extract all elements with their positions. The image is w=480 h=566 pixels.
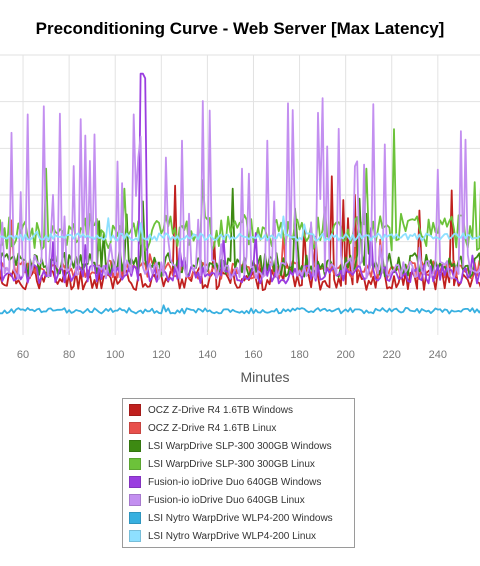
- x-tick-label: 140: [198, 349, 216, 361]
- series-line: [0, 97, 480, 280]
- legend-swatch: [129, 512, 141, 524]
- legend-label: OCZ Z-Drive R4 1.6TB Linux: [148, 422, 277, 434]
- legend-item: OCZ Z-Drive R4 1.6TB Linux: [123, 419, 354, 437]
- legend-swatch: [129, 440, 141, 452]
- legend-swatch: [129, 530, 141, 542]
- legend-item: Fusion-io ioDrive Duo 640GB Windows: [123, 473, 354, 491]
- x-tick-label: 220: [383, 349, 401, 361]
- legend-label: LSI Nytro WarpDrive WLP4-200 Windows: [148, 512, 333, 524]
- legend-item: OCZ Z-Drive R4 1.6TB Windows: [123, 401, 354, 419]
- x-axis-ticks: 60 80 100 120 140 160 180 200 220 240: [17, 349, 447, 361]
- legend-swatch: [129, 404, 141, 416]
- legend-label: LSI WarpDrive SLP-300 300GB Linux: [148, 458, 315, 470]
- x-tick-label: 200: [336, 349, 354, 361]
- x-tick-label: 240: [429, 349, 447, 361]
- series-line: [0, 304, 480, 315]
- chart-legend: OCZ Z-Drive R4 1.6TB Windows OCZ Z-Drive …: [122, 398, 355, 548]
- x-tick-label: 80: [63, 349, 75, 361]
- legend-item: LSI WarpDrive SLP-300 300GB Linux: [123, 455, 354, 473]
- legend-swatch: [129, 476, 141, 488]
- legend-item: LSI WarpDrive SLP-300 300GB Windows: [123, 437, 354, 455]
- legend-label: Fusion-io ioDrive Duo 640GB Linux: [148, 494, 305, 506]
- x-tick-label: 60: [17, 349, 29, 361]
- legend-label: Fusion-io ioDrive Duo 640GB Windows: [148, 476, 322, 488]
- x-tick-label: 100: [106, 349, 124, 361]
- legend-swatch: [129, 422, 141, 434]
- x-tick-label: 120: [152, 349, 170, 361]
- x-axis-label: Minutes: [240, 369, 290, 385]
- legend-item: LSI Nytro WarpDrive WLP4-200 Windows: [123, 509, 354, 527]
- legend-swatch: [129, 494, 141, 506]
- legend-label: OCZ Z-Drive R4 1.6TB Windows: [148, 404, 294, 416]
- legend-item: Fusion-io ioDrive Duo 640GB Linux: [123, 491, 354, 509]
- series-line: [0, 215, 480, 242]
- legend-label: LSI Nytro WarpDrive WLP4-200 Linux: [148, 530, 317, 542]
- grid-lines: [0, 54, 480, 335]
- x-tick-label: 180: [290, 349, 308, 361]
- legend-label: LSI WarpDrive SLP-300 300GB Windows: [148, 440, 332, 452]
- chart-title: Preconditioning Curve - Web Server [Max …: [35, 19, 445, 38]
- series-lines: [0, 72, 480, 315]
- x-tick-label: 160: [244, 349, 262, 361]
- legend-item: LSI Nytro WarpDrive WLP4-200 Linux: [123, 527, 354, 545]
- legend-swatch: [129, 458, 141, 470]
